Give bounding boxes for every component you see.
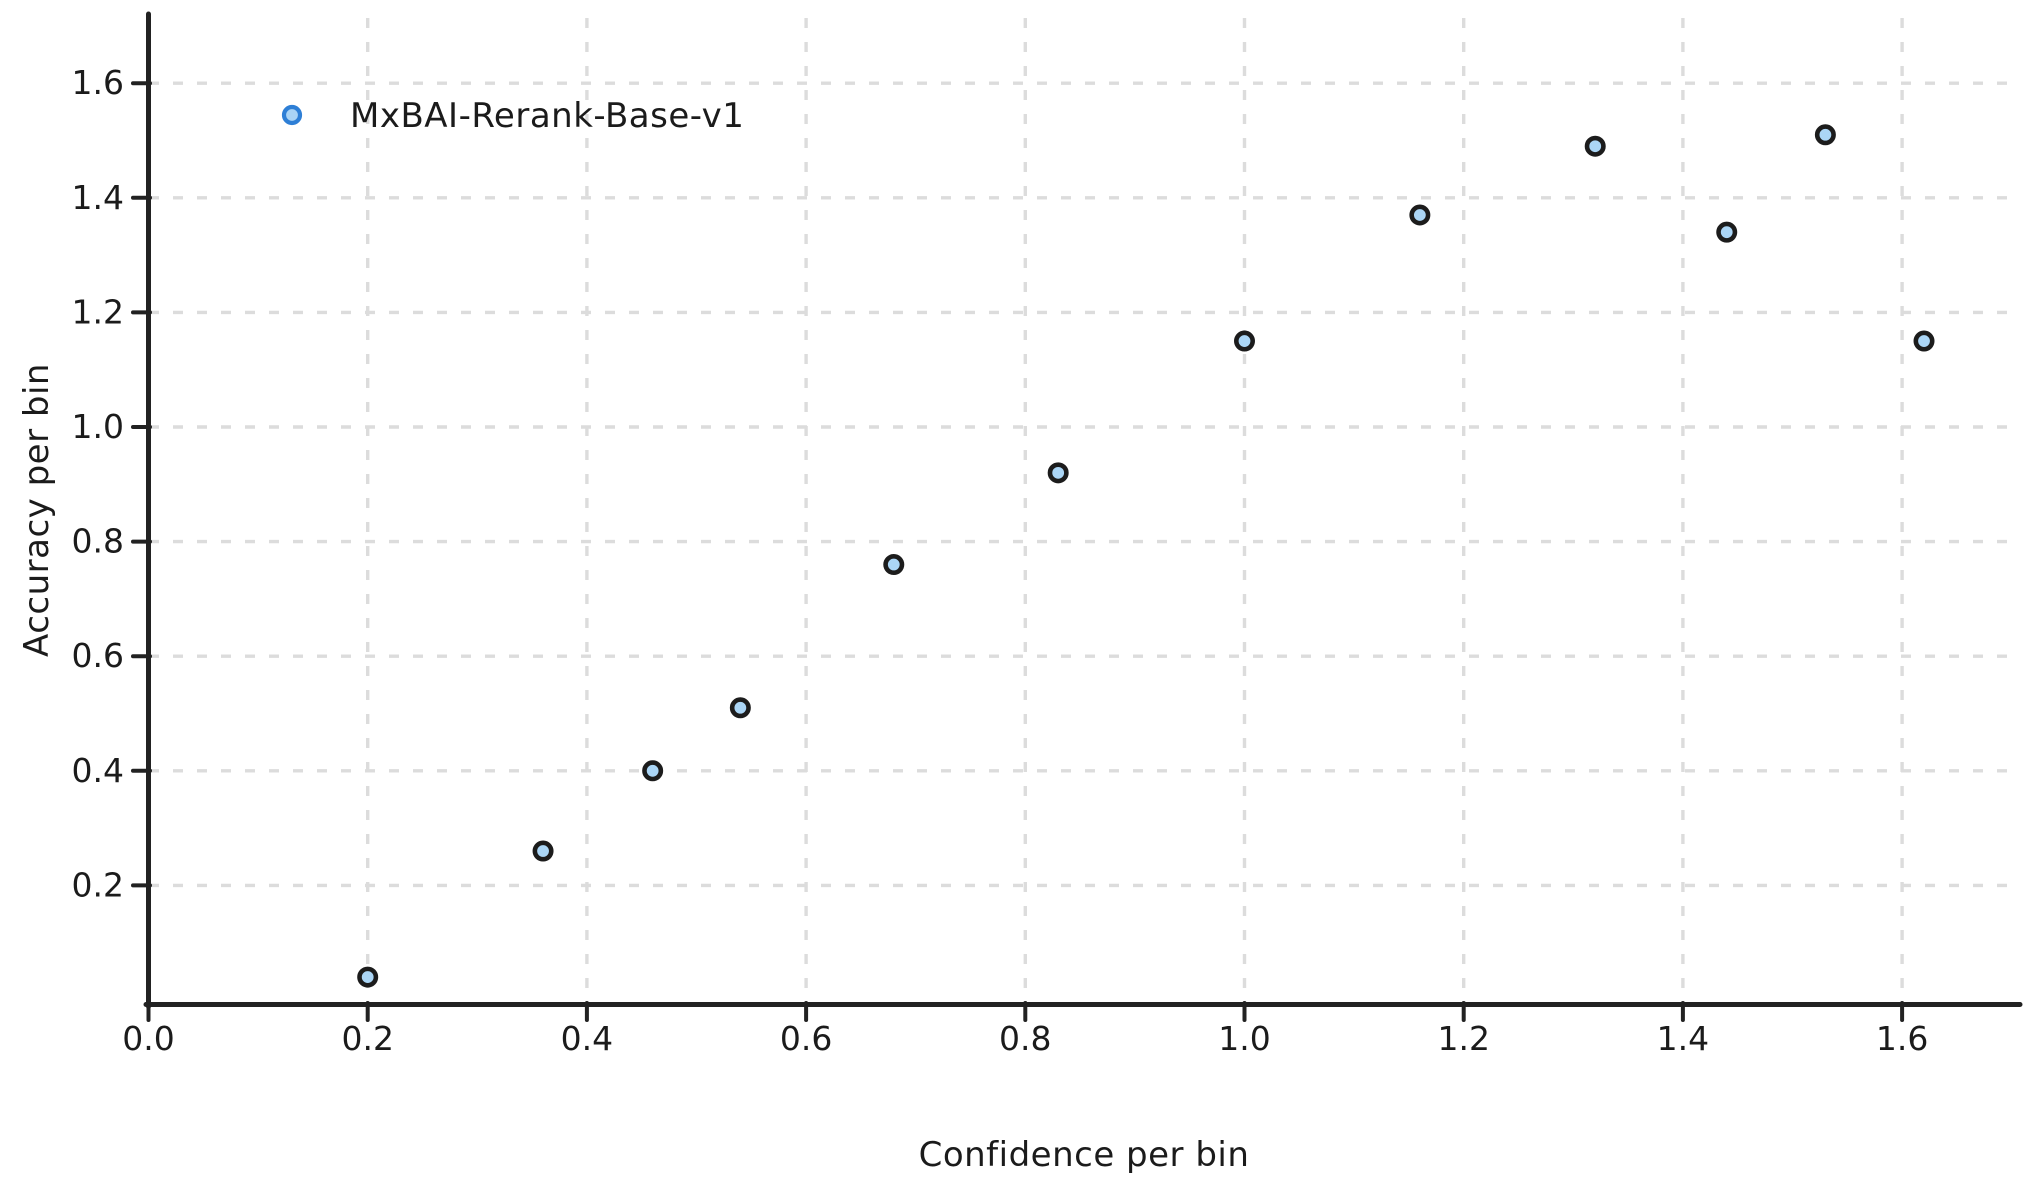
x-axis-tick-labels: 0.0 0.2 0.4 0.6 0.8 1.0 1.2 1.4 1.6 bbox=[122, 1019, 1928, 1058]
scatter-point bbox=[532, 840, 554, 862]
y-tick-label: 0.8 bbox=[72, 522, 124, 561]
y-tick-label: 0.6 bbox=[72, 636, 124, 675]
legend-series-label: MxBAI-Rerank-Base-v1 bbox=[350, 96, 744, 136]
scatter-point bbox=[729, 697, 751, 719]
x-tick-label: 1.2 bbox=[1437, 1019, 1489, 1058]
x-axis-ticks bbox=[146, 1001, 1905, 1022]
y-axis-title: Accuracy per bin bbox=[17, 363, 57, 657]
scatter-point bbox=[1814, 124, 1836, 146]
x-tick-label: 0.4 bbox=[561, 1019, 613, 1058]
data-points bbox=[357, 124, 1935, 988]
scatter-point bbox=[1234, 330, 1256, 352]
scatter-point bbox=[1716, 221, 1738, 243]
x-tick-label: 0.6 bbox=[780, 1019, 832, 1058]
x-tick-label: 1.0 bbox=[1218, 1019, 1270, 1058]
scatter-point bbox=[883, 554, 905, 576]
y-axis-ticks bbox=[131, 81, 152, 888]
y-tick-label: 1.4 bbox=[72, 178, 124, 217]
y-tick-label: 0.2 bbox=[72, 865, 124, 904]
scatter-point bbox=[642, 760, 664, 782]
gridlines bbox=[149, 18, 2018, 1002]
y-tick-label: 1.0 bbox=[72, 407, 124, 446]
legend-marker-icon bbox=[281, 104, 303, 126]
x-tick-label: 1.4 bbox=[1657, 1019, 1709, 1058]
x-tick-label: 0.0 bbox=[122, 1019, 174, 1058]
scatter-point bbox=[1047, 462, 1069, 484]
x-tick-label: 1.6 bbox=[1876, 1019, 1928, 1058]
x-tick-label: 0.2 bbox=[341, 1019, 393, 1058]
x-axis-title: Confidence per bin bbox=[919, 1135, 1250, 1175]
y-tick-label: 1.2 bbox=[72, 292, 124, 331]
scatter-point bbox=[1409, 204, 1431, 226]
scatter-point bbox=[1584, 135, 1606, 157]
y-tick-label: 0.4 bbox=[72, 751, 124, 790]
x-tick-label: 0.8 bbox=[999, 1019, 1051, 1058]
y-axis-tick-labels: 0.2 0.4 0.6 0.8 1.0 1.2 1.4 1.6 bbox=[72, 63, 124, 904]
axes bbox=[143, 11, 2023, 1009]
y-tick-label: 1.6 bbox=[72, 63, 124, 102]
scatter-point bbox=[357, 966, 379, 988]
scatter-point bbox=[1913, 330, 1935, 352]
legend: MxBAI-Rerank-Base-v1 bbox=[281, 96, 744, 136]
